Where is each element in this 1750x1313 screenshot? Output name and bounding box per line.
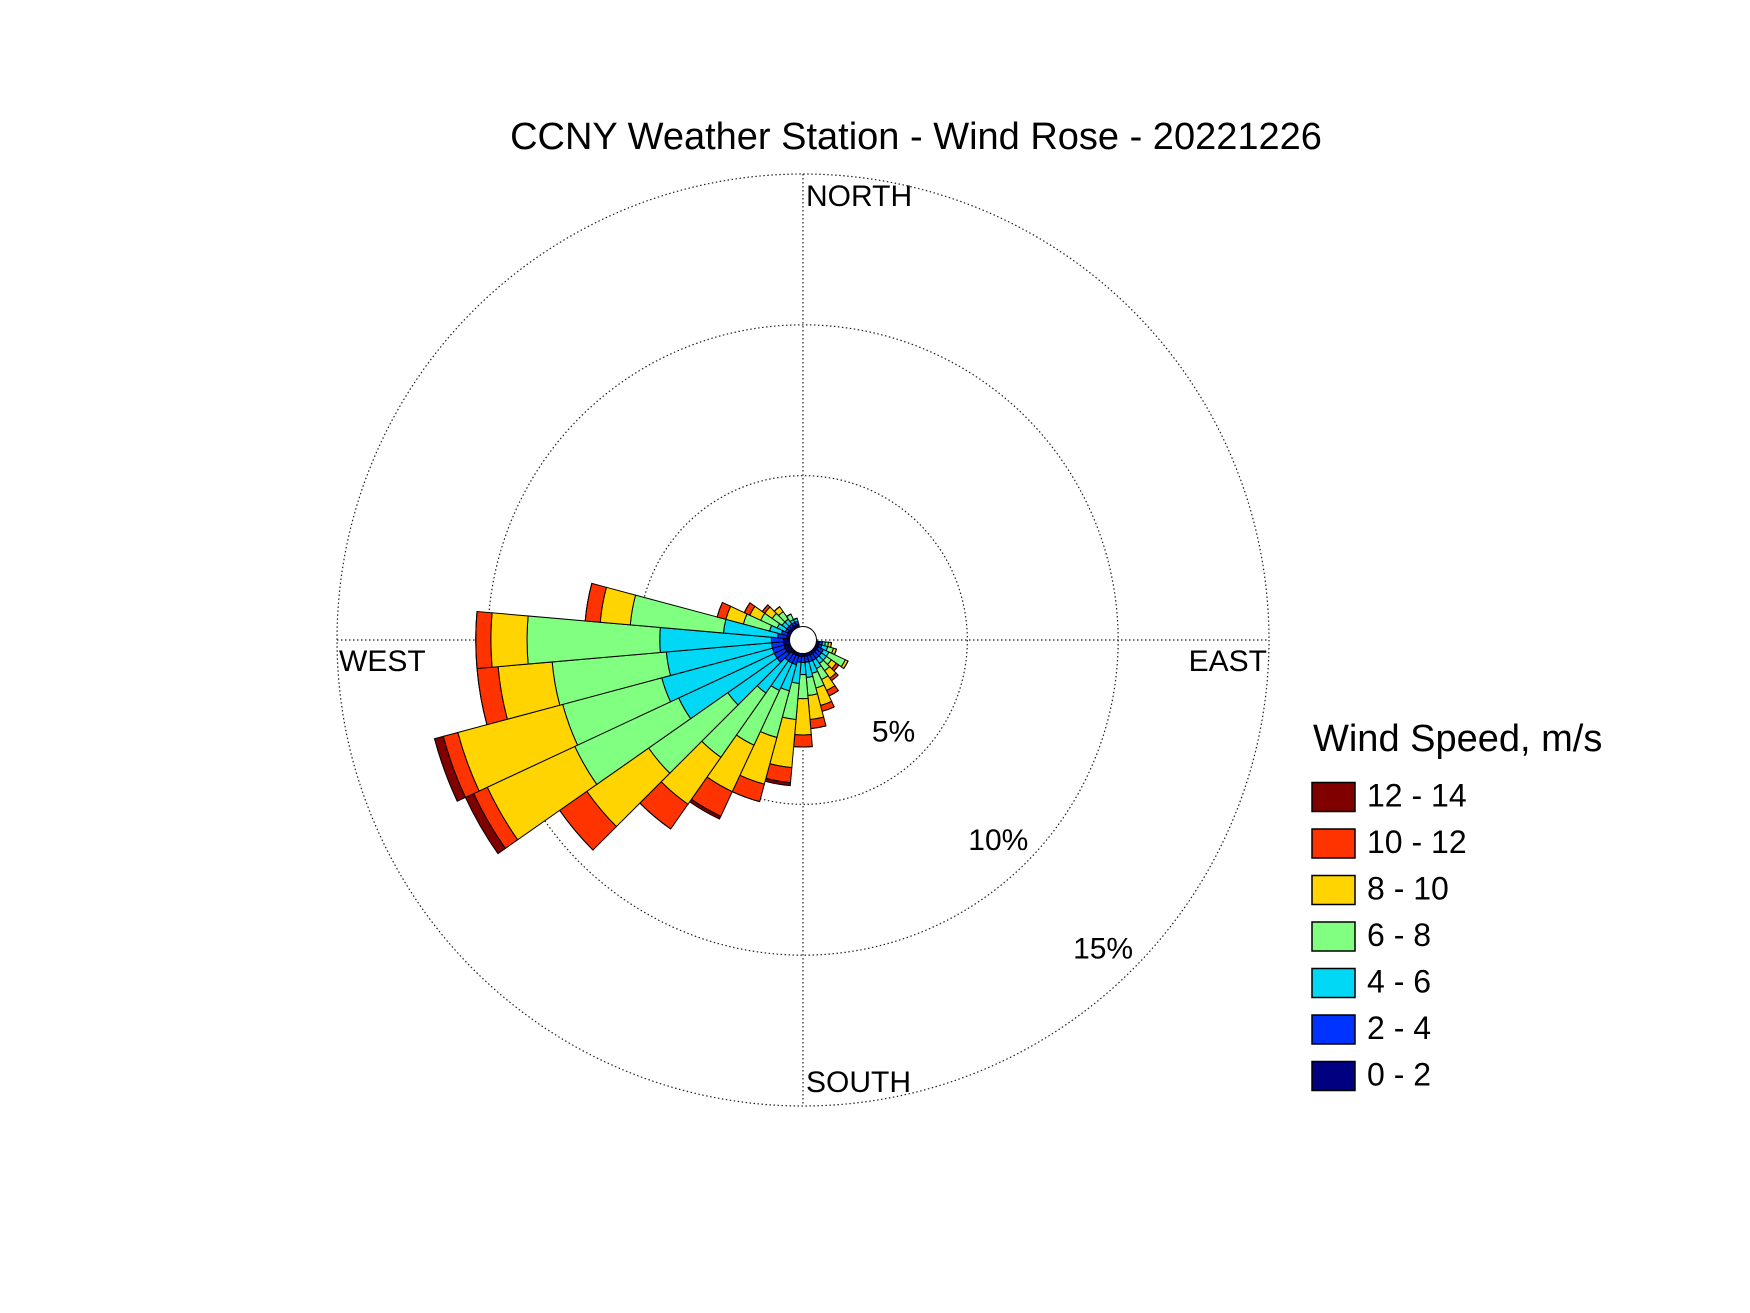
wind-wedge <box>490 612 529 668</box>
direction-label: NORTH <box>806 180 912 213</box>
wind-wedge <box>786 613 792 617</box>
legend-swatch <box>1311 967 1356 999</box>
grid-ring <box>487 324 1119 956</box>
wind-wedge <box>475 611 478 669</box>
ring-label: 15% <box>1073 933 1133 966</box>
wind-wedge <box>584 583 593 621</box>
direction-label: SOUTH <box>806 1066 911 1099</box>
grid-ring <box>336 173 1270 1107</box>
wedges <box>433 582 849 855</box>
direction-label: WEST <box>339 645 426 678</box>
wind-wedge <box>475 610 493 670</box>
legend-swatch <box>1311 1060 1356 1092</box>
wind-wedge <box>433 735 467 802</box>
legend-label: 0 - 2 <box>1367 1056 1431 1092</box>
wind-wedge <box>761 604 769 612</box>
legend-label: 12 - 14 <box>1367 777 1467 813</box>
legend-label: 10 - 12 <box>1367 824 1467 860</box>
legend-label: 2 - 4 <box>1367 1010 1431 1046</box>
legend-swatch <box>1311 921 1356 952</box>
center-hole <box>789 626 817 654</box>
legend-swatch <box>1311 781 1356 813</box>
legend-swatch <box>1311 874 1356 906</box>
legend-title: Wind Speed, m/s <box>1313 718 1602 760</box>
ring-label: 10% <box>968 824 1028 857</box>
legend-label: 8 - 10 <box>1367 870 1449 906</box>
legend-swatch <box>1311 1014 1356 1045</box>
wind-wedge <box>599 586 637 626</box>
legend-swatch <box>1311 828 1356 859</box>
ring-label: 5% <box>872 716 915 749</box>
legend-label: 4 - 6 <box>1367 963 1431 999</box>
legend-label: 6 - 8 <box>1367 917 1431 953</box>
chart-title: CCNY Weather Station - Wind Rose - 20221… <box>510 116 1322 158</box>
direction-label: EAST <box>1189 645 1267 678</box>
wind-wedge <box>793 734 813 748</box>
